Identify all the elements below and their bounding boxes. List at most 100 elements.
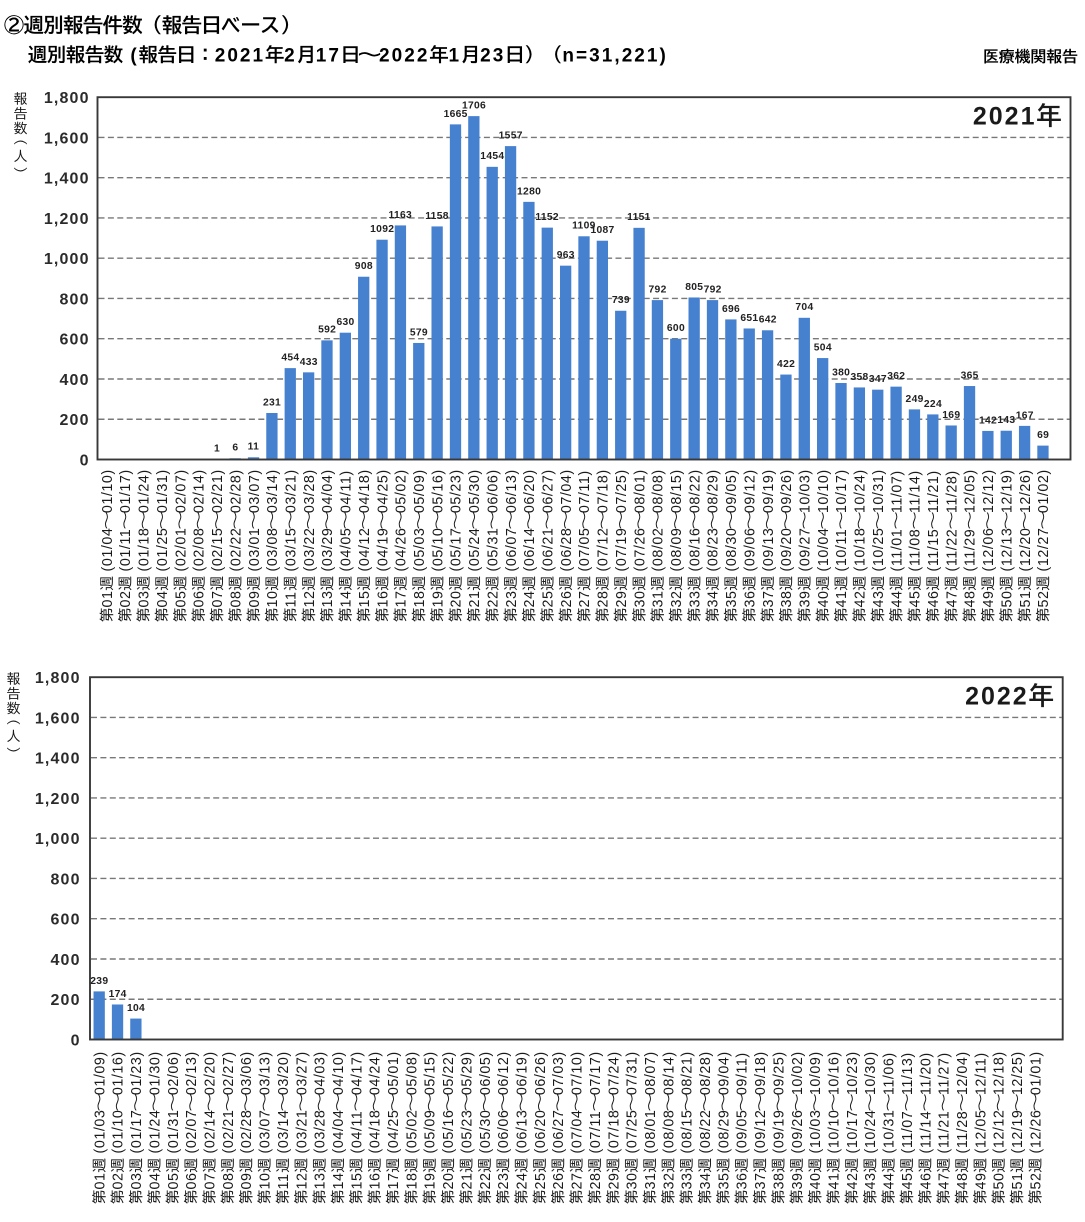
svg-text:(09/20: (09/20 xyxy=(779,528,795,572)
svg-text:35: 35 xyxy=(716,1172,732,1189)
svg-text:01/31): 01/31) xyxy=(155,469,171,513)
svg-text:52: 52 xyxy=(1028,1172,1044,1189)
svg-text:08/29): 08/29) xyxy=(706,469,722,513)
svg-text:2022: 2022 xyxy=(379,46,429,67)
svg-text:15: 15 xyxy=(357,590,373,607)
svg-text:2022: 2022 xyxy=(965,683,1029,711)
svg-text:44: 44 xyxy=(882,1172,898,1189)
svg-text:05/02): 05/02) xyxy=(394,469,410,513)
svg-text:(09/06: (09/06 xyxy=(742,528,758,572)
svg-text:10/17): 10/17) xyxy=(834,469,850,513)
svg-text:1: 1 xyxy=(214,444,220,455)
svg-text:174: 174 xyxy=(109,989,127,1000)
svg-text:05/16): 05/16) xyxy=(430,469,446,513)
svg-text:(04/25: (04/25 xyxy=(386,1110,402,1154)
svg-text:(03/14: (03/14 xyxy=(276,1110,292,1154)
svg-text:(05/03: (05/03 xyxy=(412,528,428,572)
svg-text:11/06): 11/06) xyxy=(882,1052,898,1095)
svg-text:08/28): 08/28) xyxy=(698,1051,714,1095)
svg-text:(08/29: (08/29 xyxy=(716,1110,732,1154)
svg-text:(10/10: (10/10 xyxy=(826,1110,842,1154)
svg-text:11: 11 xyxy=(276,1174,292,1190)
svg-text:50: 50 xyxy=(992,1172,1008,1189)
svg-text:06/13): 06/13) xyxy=(504,469,520,513)
svg-text:(10/04: (10/04 xyxy=(816,528,832,572)
svg-text:(01/11: (01/11 xyxy=(118,529,134,572)
svg-text:25: 25 xyxy=(533,1172,549,1189)
svg-text:(04/05: (04/05 xyxy=(339,528,355,572)
svg-text:40: 40 xyxy=(816,590,832,607)
svg-text:(01/03: (01/03 xyxy=(92,1110,108,1154)
svg-text:26: 26 xyxy=(559,590,575,607)
svg-text:17: 17 xyxy=(386,1172,402,1189)
svg-text:(06/28: (06/28 xyxy=(559,528,575,572)
svg-text:48: 48 xyxy=(963,590,979,607)
svg-text:12/25): 12/25) xyxy=(1010,1051,1026,1095)
svg-text:05/08): 05/08) xyxy=(404,1051,420,1095)
svg-text:(01/18: (01/18 xyxy=(137,528,153,572)
svg-text:14: 14 xyxy=(339,590,355,607)
svg-text:(02/21: (02/21 xyxy=(221,1110,237,1154)
svg-text:06: 06 xyxy=(184,1172,200,1189)
svg-text:26: 26 xyxy=(551,1172,567,1189)
svg-text:(11/01: (11/01 xyxy=(889,529,905,572)
svg-text:09/04): 09/04) xyxy=(716,1051,732,1095)
svg-text:03/27): 03/27) xyxy=(294,1051,310,1095)
svg-text:41: 41 xyxy=(834,590,850,607)
svg-text:(02/15: (02/15 xyxy=(210,528,226,572)
svg-text:6: 6 xyxy=(232,443,238,454)
svg-text:(05/10: (05/10 xyxy=(430,528,446,572)
svg-text:19: 19 xyxy=(430,590,446,607)
svg-text:21: 21 xyxy=(467,590,483,607)
svg-text:(08/23: (08/23 xyxy=(706,528,722,572)
svg-text:579: 579 xyxy=(410,327,428,338)
svg-text:37: 37 xyxy=(753,1172,769,1189)
svg-text:(06/13: (06/13 xyxy=(514,1110,530,1154)
svg-text:03/28): 03/28) xyxy=(302,469,318,513)
svg-text:(05/02: (05/02 xyxy=(404,1110,420,1154)
svg-text:(04/19: (04/19 xyxy=(375,528,391,572)
svg-text:(11/08: (11/08 xyxy=(908,529,924,572)
svg-text:08/15): 08/15) xyxy=(669,469,685,513)
svg-text:(02/14: (02/14 xyxy=(202,1110,218,1154)
svg-text:09/26): 09/26) xyxy=(779,469,795,513)
svg-text:09/25): 09/25) xyxy=(771,1051,787,1095)
svg-text:47: 47 xyxy=(937,1172,953,1189)
svg-text:1158: 1158 xyxy=(425,211,449,222)
svg-text:(04/18: (04/18 xyxy=(368,1110,384,1154)
svg-text:38: 38 xyxy=(771,1172,787,1189)
svg-text:1,400: 1,400 xyxy=(35,751,81,768)
svg-text:11/28): 11/28) xyxy=(944,470,960,513)
svg-text:04/17): 04/17) xyxy=(349,1051,365,1095)
svg-text:05: 05 xyxy=(166,1172,182,1189)
svg-text:365: 365 xyxy=(961,370,979,381)
svg-text:(10/18: (10/18 xyxy=(853,528,869,572)
svg-text:01/01): 01/01) xyxy=(1028,1051,1044,1095)
svg-text:651: 651 xyxy=(740,313,758,324)
svg-text:(04/11: (04/11 xyxy=(349,1111,365,1154)
svg-text:1706: 1706 xyxy=(462,101,486,112)
svg-text:(10/17: (10/17 xyxy=(845,1110,861,1154)
svg-text:592: 592 xyxy=(318,325,336,336)
svg-text:33: 33 xyxy=(687,590,703,607)
svg-text:05/01): 05/01) xyxy=(386,1051,402,1095)
svg-text:10/16): 10/16) xyxy=(826,1051,842,1095)
svg-text:07/03): 07/03) xyxy=(551,1051,567,1095)
svg-text:45: 45 xyxy=(900,1172,916,1189)
svg-text:249: 249 xyxy=(906,394,924,405)
svg-text:15: 15 xyxy=(349,1172,365,1189)
svg-text:12/12): 12/12) xyxy=(981,469,997,513)
svg-text:(12/13: (12/13 xyxy=(999,528,1015,572)
svg-text:02/14): 02/14) xyxy=(192,469,208,513)
svg-text:16: 16 xyxy=(375,590,391,607)
svg-text:01/17): 01/17) xyxy=(118,469,134,513)
svg-text:11/13): 11/13) xyxy=(900,1052,916,1095)
svg-text:(08/02: (08/02 xyxy=(651,528,667,572)
svg-text:600: 600 xyxy=(60,332,90,349)
svg-text:01: 01 xyxy=(100,590,116,607)
svg-text:10/02): 10/02) xyxy=(790,1051,806,1095)
svg-text:07/31): 07/31) xyxy=(625,1051,641,1095)
svg-text:02/13): 02/13) xyxy=(184,1051,200,1095)
svg-text:10/31): 10/31) xyxy=(871,469,887,513)
svg-text:(09/19: (09/19 xyxy=(771,1110,787,1154)
